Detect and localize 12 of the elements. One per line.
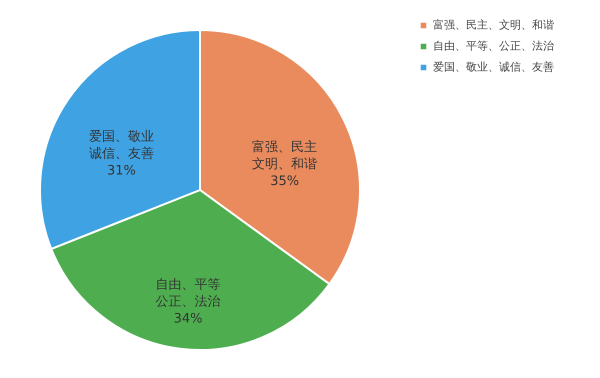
data-label: 31% xyxy=(106,164,136,179)
data-label: 34% xyxy=(174,311,203,326)
data-label: 35% xyxy=(270,174,300,189)
text: 文明、和谐 xyxy=(252,156,318,172)
legend-label: 爱国、敬业、诚信、友善 xyxy=(433,60,554,74)
text: 自由、平等 xyxy=(156,277,221,292)
legend-label: 富强、民主、文明、和谐 xyxy=(433,18,554,32)
legend-label: 自由、平等、公正、法治 xyxy=(433,40,554,52)
text: 富强、民主 xyxy=(252,138,318,155)
text: 诚信、友善 xyxy=(88,146,154,162)
text: 公正、法治 xyxy=(156,294,221,310)
text: 爱国、敬业 xyxy=(88,130,154,145)
